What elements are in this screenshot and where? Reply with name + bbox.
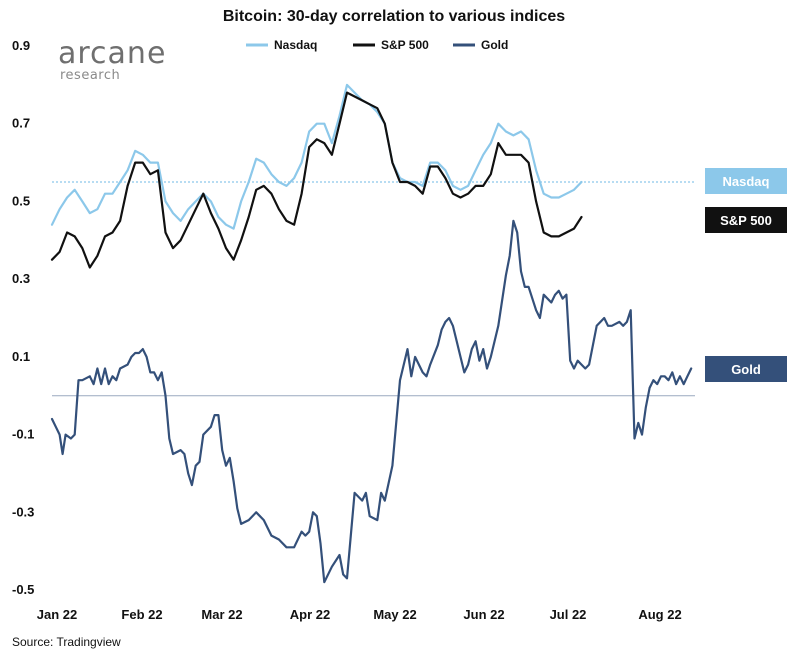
end-tag-label-sp500: S&P 500 [720, 213, 772, 228]
end-value-tags: Nasdaq S&P 500 Gold [705, 168, 787, 382]
end-tag-sp500: S&P 500 [705, 207, 787, 233]
x-tick-label: Mar 22 [201, 607, 242, 622]
series-line-sp500 [50, 91, 583, 269]
y-tick-label: 0.7 [12, 116, 30, 131]
y-axis-tick-labels: 0.9 0.7 0.5 0.3 0.1 -0.1 -0.3 -0.5 [12, 38, 34, 597]
y-tick-label: 0.5 [12, 193, 30, 208]
x-tick-label: Apr 22 [290, 607, 330, 622]
end-tag-nasdaq: Nasdaq [705, 168, 787, 194]
end-tag-box-gold [705, 356, 787, 382]
legend-item-sp500: S&P 500 [353, 38, 429, 52]
legend-item-gold: Gold [453, 38, 508, 52]
series-line-gold [50, 219, 693, 584]
y-tick-label: 0.9 [12, 38, 30, 53]
logo-subtitle: research [60, 68, 120, 83]
y-tick-label: -0.5 [12, 582, 34, 597]
legend-label-nasdaq: Nasdaq [274, 38, 317, 52]
reference-lines [52, 181, 695, 397]
end-tag-box-sp500 [705, 207, 787, 233]
x-tick-label: Jul 22 [550, 607, 587, 622]
end-tag-label-gold: Gold [731, 362, 761, 377]
chart-title: Bitcoin: 30-day correlation to various i… [223, 8, 565, 25]
y-tick-label: 0.1 [12, 349, 30, 364]
end-tag-gold: Gold [705, 356, 787, 382]
arcane-research-logo: arcane research [58, 36, 166, 83]
y-tick-label: 0.3 [12, 271, 30, 286]
end-tag-label-nasdaq: Nasdaq [723, 174, 770, 189]
legend-item-nasdaq: Nasdaq [246, 38, 317, 52]
logo-wordmark: arcane [58, 36, 166, 71]
x-tick-label: Feb 22 [121, 607, 162, 622]
x-tick-label: Aug 22 [638, 607, 681, 622]
x-tick-label: Jun 22 [463, 607, 504, 622]
legend-label-sp500: S&P 500 [381, 38, 429, 52]
y-tick-label: -0.3 [12, 504, 34, 519]
source-note: Source: Tradingview [12, 635, 121, 649]
series-lines [50, 83, 693, 584]
series-line-nasdaq [50, 83, 583, 230]
y-tick-label: -0.1 [12, 427, 34, 442]
legend-label-gold: Gold [481, 38, 508, 52]
x-tick-label: Jan 22 [37, 607, 77, 622]
x-tick-label: May 22 [373, 607, 416, 622]
legend: Nasdaq S&P 500 Gold [246, 38, 508, 52]
end-tag-box-nasdaq [705, 168, 787, 194]
x-axis-tick-labels: Jan 22 Feb 22 Mar 22 Apr 22 May 22 Jun 22 Jul … [37, 607, 682, 622]
